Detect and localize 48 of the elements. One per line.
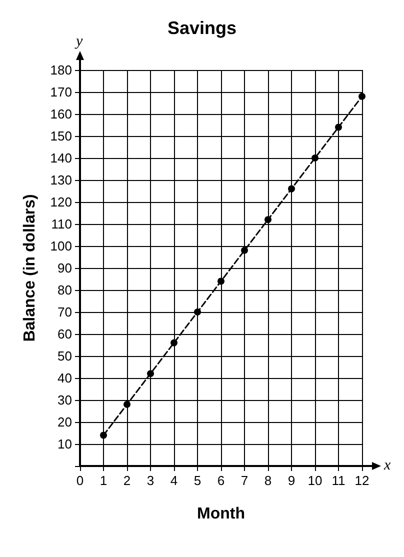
y-tick-label: 40 bbox=[58, 370, 72, 386]
y-tick-label: 10 bbox=[58, 436, 72, 452]
point bbox=[194, 308, 201, 316]
y-tick-label: 150 bbox=[50, 128, 72, 144]
y-tick-label: 100 bbox=[50, 238, 72, 254]
y-tick-label: 130 bbox=[50, 172, 72, 188]
y-tick-label: 120 bbox=[50, 194, 72, 210]
x-tick-label: 5 bbox=[194, 473, 202, 488]
y-tick-label: 140 bbox=[50, 150, 72, 166]
point bbox=[124, 400, 130, 408]
x-tick-label: 6 bbox=[217, 473, 225, 488]
point bbox=[170, 339, 178, 346]
point bbox=[288, 185, 295, 192]
text: x bbox=[383, 458, 391, 474]
point bbox=[218, 278, 224, 285]
chart-title: Savings bbox=[167, 18, 237, 38]
y-tick-label: 170 bbox=[50, 84, 72, 100]
point bbox=[100, 432, 107, 439]
x-tick-label: 4 bbox=[170, 473, 178, 488]
y-axis-title: Balance (in dollars) bbox=[22, 194, 38, 342]
y-tick-label: 20 bbox=[58, 414, 72, 430]
x-tick-label: 2 bbox=[123, 473, 131, 488]
x-axis-title: Month bbox=[197, 506, 245, 522]
point bbox=[264, 216, 272, 224]
y-tick-label: 180 bbox=[50, 62, 72, 78]
x-tick-label: 0 bbox=[76, 473, 84, 488]
y-tick-label: 70 bbox=[58, 304, 72, 320]
y-tick-label: 80 bbox=[58, 282, 72, 298]
y-tick-label: 110 bbox=[51, 216, 72, 232]
x-tick-label: 9 bbox=[288, 473, 296, 488]
x-tick-label: 12 bbox=[354, 473, 370, 488]
x-tick-label: 8 bbox=[264, 473, 272, 488]
point bbox=[312, 154, 318, 162]
point bbox=[335, 124, 342, 131]
x-tick-label: 11 bbox=[332, 473, 346, 488]
x-tick-label: 1 bbox=[100, 473, 108, 488]
x-tick-label: 3 bbox=[146, 473, 154, 488]
y-tick-label: 50 bbox=[58, 348, 72, 364]
point bbox=[358, 92, 366, 100]
point bbox=[241, 246, 248, 254]
x-tick-label: 7 bbox=[240, 473, 248, 488]
y-tick-label: 30 bbox=[58, 392, 72, 408]
y-tick-label: 160 bbox=[50, 106, 72, 122]
y-tick-label: 60 bbox=[58, 326, 72, 342]
point bbox=[147, 370, 154, 378]
x-tick-label: 10 bbox=[308, 473, 322, 488]
y-tick-label: 90 bbox=[58, 260, 72, 276]
text: y bbox=[74, 34, 83, 50]
